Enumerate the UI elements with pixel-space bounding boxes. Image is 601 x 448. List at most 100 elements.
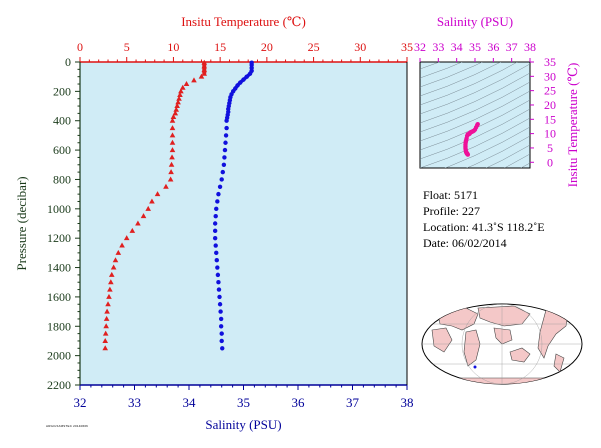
temperature-point — [123, 235, 130, 241]
density-contour — [486, 144, 530, 168]
pressure-tick-label: 2000 — [47, 349, 71, 363]
pressure-tick-label: 0 — [65, 55, 71, 69]
density-contour — [420, 117, 530, 168]
world-map — [418, 300, 586, 388]
temperature-point — [154, 191, 161, 197]
salinity-point — [217, 294, 222, 300]
temperature-point — [163, 183, 169, 189]
ts-temperature-tick-label: 0 — [547, 155, 553, 169]
salinity-point — [212, 235, 218, 241]
ts-salinity-tick-label: 32 — [414, 40, 426, 54]
temperature-point — [108, 279, 114, 285]
temperature-tick-label: 25 — [308, 40, 320, 54]
temperature-point — [174, 103, 180, 109]
temperature-point — [110, 264, 117, 270]
temperature-axis-title: Insitu Temperature (℃) — [181, 14, 306, 29]
ts-curve — [464, 123, 479, 156]
salinity-point — [224, 125, 229, 131]
temperature-tick-label: 30 — [354, 40, 366, 54]
ts-temperature-tick-label: 30 — [544, 69, 556, 83]
temperature-tick-label: 35 — [401, 40, 413, 54]
density-contour — [420, 63, 530, 115]
profile-label: Profile: 227 — [423, 204, 480, 218]
temperature-point — [102, 337, 109, 343]
salinity-axis-title: Salinity (PSU) — [205, 417, 281, 432]
temperature-tick-label: 15 — [214, 40, 226, 54]
temperature-point — [105, 301, 111, 307]
density-contour — [420, 108, 530, 160]
salinity-surface-line — [231, 62, 254, 93]
temperature-tick-label: 5 — [124, 40, 130, 54]
salinity-point — [221, 162, 227, 167]
temperature-point — [179, 84, 186, 90]
salinity-tick-label: 36 — [292, 395, 306, 410]
temperature-point — [191, 77, 197, 83]
temperature-point — [169, 139, 176, 145]
temperature-point — [106, 293, 112, 299]
salinity-tick-label: 37 — [346, 395, 360, 410]
salinity-point — [216, 280, 221, 285]
salinity-point — [223, 133, 229, 138]
ts-temperature-axis-title: Insitu Temperature (℃) — [565, 63, 580, 188]
temperature-point — [102, 330, 109, 336]
ts-temperature-tick-label: 5 — [547, 141, 553, 155]
temperature-point — [169, 154, 175, 160]
pressure-tick-label: 1200 — [47, 231, 71, 245]
float-label: Float: 5171 — [423, 188, 479, 202]
temperature-point — [168, 169, 174, 175]
temperature-point — [168, 161, 175, 167]
temperature-point — [102, 345, 109, 351]
temperature-point — [149, 198, 155, 204]
temperature-point — [135, 220, 141, 226]
temperature-point — [176, 95, 182, 101]
salinity-point — [218, 324, 224, 329]
ts-temperature-tick-label: 35 — [544, 55, 556, 69]
temperature-point — [178, 88, 184, 94]
salinity-tick-label: 33 — [128, 395, 141, 410]
density-contour — [420, 62, 464, 79]
salinity-point — [219, 338, 224, 344]
ts-salinity-tick-label: 37 — [506, 40, 518, 54]
salinity-point — [213, 213, 218, 219]
density-contour — [466, 135, 530, 168]
plot-area — [80, 62, 407, 385]
temperature-point — [145, 205, 152, 211]
salinity-tick-label: 35 — [237, 395, 250, 410]
pressure-tick-label: 600 — [53, 143, 71, 157]
temperature-point — [104, 308, 110, 314]
temperature-point — [169, 132, 176, 138]
salinity-point — [217, 184, 223, 189]
salinity-point — [222, 155, 227, 160]
temperature-point — [170, 114, 177, 120]
density-contour — [420, 62, 441, 70]
ts-salinity-axis-title: Salinity (PSU) — [437, 14, 513, 29]
temperature-point — [103, 315, 110, 321]
temperature-point — [169, 125, 176, 131]
ts-salinity-tick-label: 33 — [432, 40, 444, 54]
salinity-point — [220, 346, 225, 351]
temperature-point — [183, 81, 190, 87]
salinity-tick-label: 34 — [183, 395, 197, 410]
salinity-point — [212, 228, 218, 234]
salinity-point — [220, 169, 225, 175]
temperature-point — [129, 227, 136, 233]
density-contour — [444, 126, 530, 168]
salinity-tick-label: 38 — [401, 395, 414, 410]
temperature-tick-label: 10 — [167, 40, 179, 54]
world-map-graphic — [421, 303, 583, 385]
float-location-marker — [473, 365, 477, 369]
temperature-point — [119, 242, 125, 248]
salinity-point — [219, 331, 224, 336]
temperature-point — [103, 323, 109, 329]
density-contour — [420, 90, 530, 142]
salinity-point — [215, 199, 220, 204]
salinity-point — [218, 309, 223, 314]
temperature-point — [140, 213, 147, 219]
density-contour — [420, 72, 530, 124]
pressure-axis-title: Pressure (decibar) — [14, 176, 29, 270]
density-contour — [420, 62, 519, 106]
temperature-point — [175, 99, 181, 105]
salinity-point — [215, 272, 221, 278]
ts-temperature-tick-label: 25 — [544, 84, 556, 98]
